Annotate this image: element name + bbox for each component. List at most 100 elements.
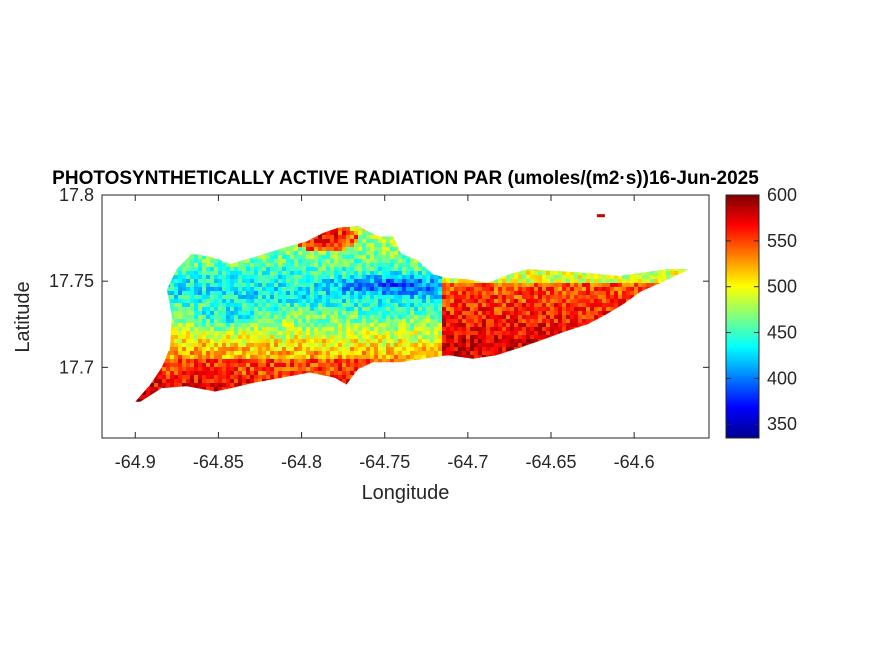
heatmap-cell bbox=[314, 303, 319, 308]
heatmap-cell bbox=[210, 259, 215, 264]
heatmap-cell bbox=[330, 299, 335, 304]
heatmap-cell bbox=[270, 319, 275, 324]
heatmap-cell bbox=[382, 267, 387, 272]
heatmap-cell bbox=[398, 283, 403, 288]
heatmap-cell bbox=[398, 271, 403, 276]
heatmap-cell bbox=[266, 287, 271, 292]
heatmap-cell bbox=[330, 243, 335, 248]
heatmap-cell bbox=[378, 263, 383, 268]
heatmap-cell bbox=[310, 263, 315, 268]
heatmap-cell bbox=[198, 335, 203, 340]
heatmap-cell bbox=[190, 275, 195, 280]
heatmap-cell bbox=[302, 267, 307, 272]
heatmap-cell bbox=[214, 291, 219, 296]
heatmap-cell bbox=[414, 339, 419, 344]
heatmap-cell bbox=[238, 275, 243, 280]
heatmap-cell bbox=[290, 251, 295, 256]
heatmap-cell bbox=[310, 319, 315, 324]
heatmap-cell bbox=[302, 251, 307, 256]
heatmap-cell bbox=[406, 307, 411, 312]
heatmap-cell bbox=[346, 271, 351, 276]
heatmap-cell bbox=[318, 283, 323, 288]
heatmap-cell bbox=[282, 255, 287, 260]
heatmap-cell bbox=[190, 331, 195, 336]
heatmap-cell bbox=[330, 259, 335, 264]
heatmap-cell bbox=[334, 299, 339, 304]
heatmap-cell bbox=[230, 323, 235, 328]
heatmap-cell bbox=[334, 295, 339, 300]
heatmap-cell bbox=[242, 379, 247, 384]
heatmap-cell bbox=[182, 331, 187, 336]
heatmap-cell bbox=[338, 259, 343, 264]
heatmap-cell bbox=[178, 351, 183, 356]
heatmap-cell bbox=[374, 347, 379, 352]
heatmap-cell bbox=[214, 339, 219, 344]
heatmap-cell bbox=[210, 323, 215, 328]
heatmap-cell bbox=[278, 271, 283, 276]
heatmap-cell bbox=[214, 375, 219, 380]
heatmap-cell bbox=[178, 363, 183, 368]
heatmap-cell bbox=[198, 291, 203, 296]
heatmap-cell bbox=[410, 339, 415, 344]
heatmap-cell bbox=[306, 327, 311, 332]
heatmap-cell bbox=[414, 299, 419, 304]
heatmap-cell bbox=[278, 263, 283, 268]
heatmap-cell bbox=[402, 351, 407, 356]
heatmap-cell bbox=[262, 283, 267, 288]
heatmap-cell bbox=[418, 311, 423, 316]
heatmap-cell bbox=[326, 291, 331, 296]
heatmap-cell bbox=[402, 307, 407, 312]
heatmap-cell bbox=[298, 367, 303, 372]
heatmap-cell bbox=[422, 339, 427, 344]
heatmap-cell bbox=[334, 255, 339, 260]
heatmap-cell bbox=[278, 307, 283, 312]
heatmap-cell bbox=[390, 247, 395, 252]
heatmap-cell bbox=[362, 355, 367, 360]
heatmap-cell bbox=[318, 287, 323, 292]
heatmap-cell bbox=[174, 383, 179, 388]
heatmap-cell bbox=[382, 291, 387, 296]
heatmap-cell bbox=[190, 279, 195, 284]
heatmap-cell bbox=[266, 351, 271, 356]
heatmap-cell bbox=[374, 295, 379, 300]
heatmap-cell bbox=[254, 291, 259, 296]
heatmap-cell bbox=[330, 367, 335, 372]
heatmap-cell bbox=[250, 315, 255, 320]
heatmap-cell bbox=[202, 343, 207, 348]
heatmap-cell bbox=[222, 343, 227, 348]
heatmap-cell bbox=[214, 299, 219, 304]
heatmap-cell bbox=[354, 235, 359, 240]
heatmap-cell bbox=[222, 371, 227, 376]
heatmap-cell bbox=[322, 343, 327, 348]
heatmap-cell bbox=[330, 343, 335, 348]
heatmap-cell bbox=[386, 311, 391, 316]
heatmap-cell bbox=[234, 331, 239, 336]
heatmap-cell bbox=[334, 371, 339, 376]
heatmap-cell bbox=[362, 319, 367, 324]
heatmap-cell bbox=[254, 375, 259, 380]
heatmap-cell bbox=[318, 335, 323, 340]
heatmap-cell bbox=[290, 319, 295, 324]
heatmap-cell bbox=[226, 379, 231, 384]
heatmap-cell bbox=[358, 347, 363, 352]
heatmap-cell bbox=[382, 279, 387, 284]
heatmap-cell bbox=[374, 311, 379, 316]
heatmap-cell bbox=[394, 275, 399, 280]
heatmap-cell bbox=[402, 339, 407, 344]
heatmap-cell bbox=[286, 283, 291, 288]
heatmap-cell bbox=[386, 331, 391, 336]
heatmap-cell bbox=[234, 287, 239, 292]
heatmap-cell bbox=[362, 239, 367, 244]
heatmap-cell bbox=[202, 291, 207, 296]
heatmap-cell bbox=[242, 287, 247, 292]
heatmap-cell bbox=[382, 271, 387, 276]
heatmap-cell bbox=[238, 359, 243, 364]
heatmap-cell bbox=[382, 355, 387, 360]
heatmap-cell bbox=[286, 347, 291, 352]
heatmap-cell bbox=[186, 287, 191, 292]
heatmap-cell bbox=[366, 343, 371, 348]
heatmap-cell bbox=[346, 235, 351, 240]
heatmap-cell bbox=[266, 307, 271, 312]
heatmap-cell bbox=[198, 307, 203, 312]
heatmap-cell bbox=[382, 275, 387, 280]
